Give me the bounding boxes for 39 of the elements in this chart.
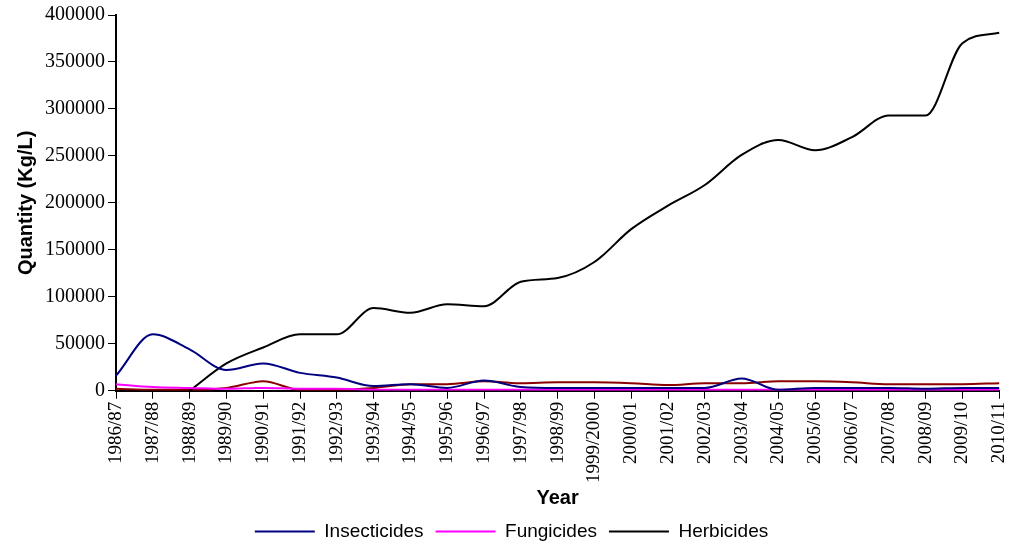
x-tick-label: 2009/10	[950, 401, 972, 464]
x-tick-label: 2002/03	[692, 401, 714, 464]
x-tick-label: 1989/90	[214, 401, 236, 464]
x-axis-title: Year	[536, 485, 579, 508]
x-tick-label: 1991/92	[287, 401, 309, 464]
x-tick-label: 2008/09	[913, 401, 935, 464]
x-tick-label: 1993/94	[361, 401, 383, 464]
y-tick-label: 150000	[45, 237, 105, 260]
x-tick-label: 2006/07	[839, 401, 861, 464]
x-tick-label: 1998/99	[545, 401, 567, 464]
y-tick-label: 400000	[45, 2, 105, 25]
legend-label: Insecticides	[324, 519, 424, 541]
x-tick-label: 1990/91	[251, 401, 273, 464]
y-tick-label: 350000	[45, 49, 105, 72]
x-tick-label: 1986/87	[103, 401, 125, 464]
y-tick-label: 250000	[45, 143, 105, 166]
legend-label: Fungicides	[505, 519, 597, 541]
x-tick-label: 2001/02	[655, 401, 677, 464]
y-tick-label: 100000	[45, 284, 105, 307]
y-tick-label: 300000	[45, 96, 105, 119]
y-axis-title: Quantity (Kg/L)	[13, 130, 36, 276]
y-tick-label: 0	[95, 377, 105, 400]
x-tick-label: 1997/98	[508, 401, 530, 464]
x-tick-label: 1987/88	[140, 401, 162, 464]
x-tick-label: 1999/2000	[582, 401, 604, 483]
x-tick-label: 2003/04	[729, 401, 751, 464]
x-tick-label: 2004/05	[766, 401, 788, 464]
x-tick-label: 2010/11	[987, 401, 1009, 464]
x-tick-label: 1995/96	[435, 401, 457, 464]
x-tick-label: 1988/89	[177, 401, 199, 464]
x-tick-label: 1994/95	[398, 401, 420, 464]
y-tick-label: 200000	[45, 190, 105, 213]
x-tick-label: 2000/01	[619, 401, 641, 464]
x-tick-label: 2005/06	[803, 401, 825, 464]
legend-label: Herbicides	[678, 519, 769, 541]
x-tick-label: 1992/93	[324, 401, 346, 464]
y-tick-label: 50000	[55, 331, 105, 354]
x-tick-label: 2007/08	[876, 401, 898, 464]
x-tick-label: 1996/97	[471, 401, 493, 464]
